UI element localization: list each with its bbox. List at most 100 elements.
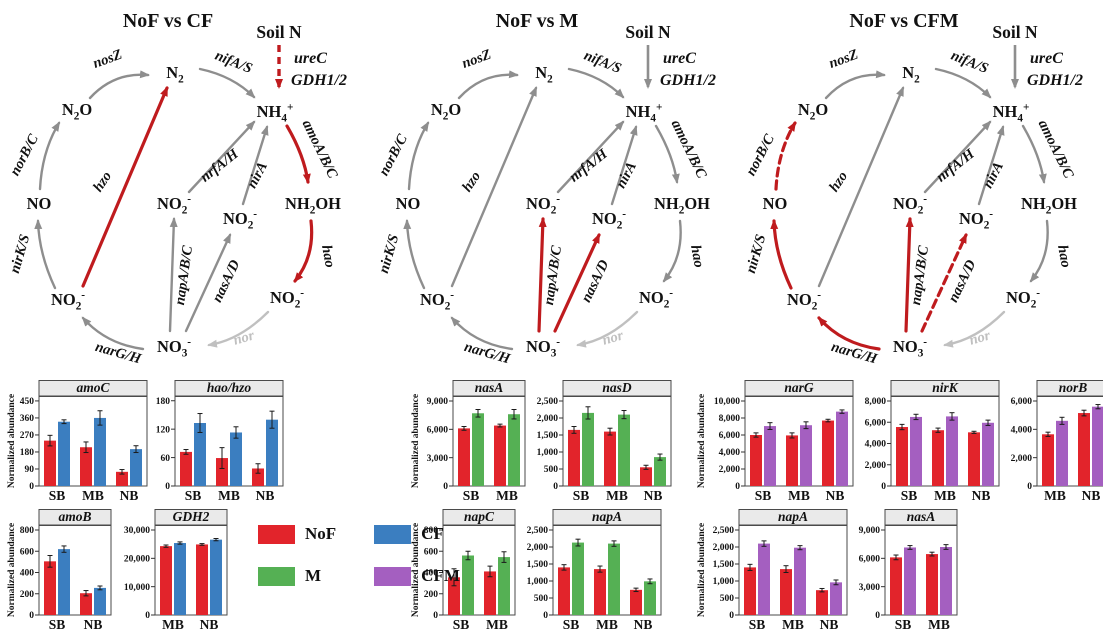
gene-label-nas: nasA/D	[209, 257, 243, 305]
gene-label-ureC: ureC	[663, 50, 696, 67]
x-category-label: SB	[453, 617, 470, 632]
plot-border	[442, 524, 516, 616]
arrow-amo	[1021, 124, 1047, 184]
x-category-label: NB	[1082, 488, 1101, 503]
gene-label-nor: nor	[601, 327, 626, 348]
cycle-diagram-nof-vs-cfm: NoF vs CFM Soil N ureC GDH1/2 N2 NH4+ N2O NO NO2…	[738, 0, 1103, 379]
arrow-nifAS	[567, 67, 625, 99]
arrow-hao	[662, 219, 682, 283]
arrow-nrf	[187, 120, 256, 194]
node-label-no: NO	[396, 194, 421, 213]
arrow-hao	[1029, 219, 1049, 283]
legend-item-m: M	[258, 566, 336, 586]
bar-chart-nasD: nasD 0 500 1,000 1,500 2,000 2,500 SB MB NB	[537, 380, 672, 503]
arrow-nas	[553, 233, 601, 333]
soil-n-label: Soil N	[256, 22, 302, 42]
bar-NoF-NB	[822, 420, 834, 486]
node-label-no3: NO3-	[157, 337, 191, 360]
bar-CFM-SB	[764, 426, 776, 486]
soil-n-label: Soil N	[625, 22, 671, 42]
gene-label-nap: napA/B/C	[908, 244, 932, 306]
bar-chart-amoC: amoC 0 90 180 270 360 450 SB MB NB Normalized abun…	[7, 380, 148, 503]
arrow-nosZ	[88, 70, 150, 100]
x-category-label: NB	[972, 488, 991, 503]
y-tick-label: 0	[1027, 482, 1032, 492]
soil-n-label: Soil N	[992, 22, 1038, 42]
bar-CFM-SB	[904, 547, 916, 615]
bar-chart-amoB: amoB 0 200 400 600 800 SB NB Normalized abundanc…	[7, 509, 112, 632]
bar-CF-MB	[174, 543, 186, 615]
node-label-nh4: NH4+	[993, 102, 1030, 125]
chart-group-nof-vs-m: nasA 0 3,000 6,000 9,000 SB MB Normalized abund…	[410, 380, 673, 638]
arrow-nap	[537, 217, 547, 333]
gene-label-nrf: nrfA/H	[566, 146, 611, 186]
cycle-diagram-svg: NoF vs M Soil N ureC GDH1/2 N2 NH4+ N2O NO NO2- N…	[376, 10, 716, 367]
y-tick-label: 600	[20, 547, 35, 557]
node-label-no2c1: NO2-	[893, 194, 927, 217]
chart-title: napA	[778, 509, 808, 524]
plot-border	[38, 524, 112, 616]
chart-title: napA	[592, 509, 622, 524]
gene-label-nirA: nirA	[244, 159, 271, 191]
cycle-diagram-svg: NoF vs CFM Soil N ureC GDH1/2 N2 NH4+ N2O NO NO2…	[743, 10, 1083, 367]
plot-border	[174, 395, 284, 487]
x-category-label: MB	[928, 617, 950, 632]
y-tick-label: 180	[156, 397, 171, 407]
bar-M-MB	[498, 557, 510, 615]
node-label-nh2oh: NH2OH	[654, 194, 710, 216]
plot-border	[1036, 395, 1103, 487]
y-tick-label: 500	[534, 594, 549, 604]
bar-M-SB	[462, 555, 474, 615]
chart-title: napC	[464, 509, 495, 524]
node-label-no3: NO3-	[893, 337, 927, 360]
chart-group-nof-vs-cfm: narG 0 2,000 4,000 6,000 8,000 10,000 SB MB NB Nor…	[696, 380, 1103, 638]
y-tick-label: 0	[729, 611, 734, 621]
arrow-nirKS	[34, 219, 57, 290]
x-category-label: SB	[749, 617, 766, 632]
y-tick-label: 3,000	[859, 583, 881, 593]
gene-label-hao: hao	[1054, 244, 1074, 269]
diagram-title: NoF vs CFM	[849, 10, 958, 32]
gene-label-nrf: nrfA/H	[933, 146, 978, 186]
y-tick-label: 4,000	[719, 448, 741, 458]
gene-label-hzo: hzo	[459, 169, 484, 195]
bar-NoF-MB	[932, 430, 944, 486]
x-category-label: MB	[162, 617, 184, 632]
y-tick-label: 3,000	[427, 454, 449, 464]
bar-NoF-NB	[640, 467, 652, 486]
gene-label-nosZ: nosZ	[827, 47, 861, 72]
x-category-label: SB	[185, 488, 202, 503]
legend-item-cf: CF	[374, 524, 460, 544]
bar-CF-MB	[230, 432, 242, 486]
bar-CFM-NB	[982, 422, 994, 486]
x-category-label: NB	[826, 488, 845, 503]
legend-swatch-cfm	[374, 566, 412, 586]
bar-NoF-MB	[786, 435, 798, 486]
y-tick-label: 2,000	[527, 543, 549, 553]
arrow-hzo	[817, 86, 905, 288]
chart-row: nasA 0 3,000 6,000 9,000 SB MB Normalized abund…	[410, 380, 673, 505]
bar-NoF-NB	[816, 590, 828, 615]
x-category-label: MB	[1044, 488, 1066, 503]
node-label-no2br: NO2-	[1006, 288, 1040, 311]
y-tick-label: 1,500	[537, 431, 559, 441]
arrow-nirA	[241, 125, 269, 206]
y-tick-label: 10,000	[714, 397, 740, 407]
chart-row: napA 0 500 1,000 1,500 2,000 2,500 SB MB NB Normal…	[696, 509, 1103, 634]
bar-M-SB	[472, 413, 484, 486]
arrow-amo	[285, 124, 311, 184]
node-label-no: NO	[27, 194, 52, 213]
gene-label-nifAS: nifA/S	[213, 48, 255, 77]
arrow-nor	[576, 310, 639, 348]
legend-label-nof: NoF	[305, 524, 337, 543]
arrow-nor	[207, 310, 270, 348]
y-tick-label: 0	[145, 611, 150, 621]
bar-CF-MB	[94, 417, 106, 486]
bar-chart-narG: narG 0 2,000 4,000 6,000 8,000 10,000 SB MB NB Nor…	[697, 380, 854, 503]
y-tick-label: 10,000	[124, 583, 150, 593]
x-category-label: SB	[901, 488, 918, 503]
arrow-nirA	[977, 125, 1005, 206]
y-tick-label: 600	[424, 547, 439, 557]
y-tick-label: 4,000	[1011, 426, 1033, 436]
